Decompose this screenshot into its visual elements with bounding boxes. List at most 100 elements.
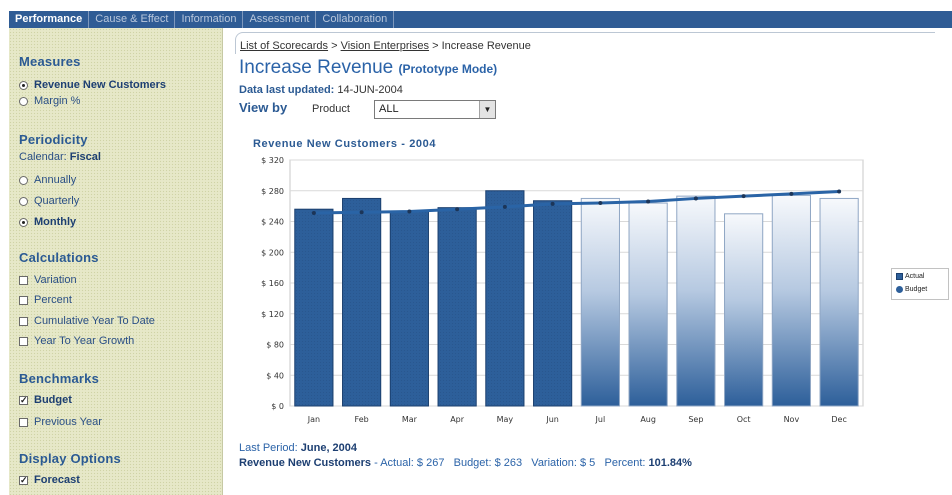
x-tick-label: Jan xyxy=(307,415,320,424)
measure-revenue-new-customers-option[interactable]: Revenue New Customers xyxy=(19,79,166,91)
x-tick-label: May xyxy=(497,415,514,424)
x-tick-label: Dec xyxy=(831,415,846,424)
measures-heading: Measures xyxy=(19,54,81,69)
bar-forecast xyxy=(580,197,620,407)
page-title-text: Increase Revenue xyxy=(239,57,394,78)
tab-information[interactable]: Information xyxy=(175,11,244,28)
tab-performance[interactable]: Performance xyxy=(9,11,90,28)
legend-swatch-budget xyxy=(896,286,903,293)
bar-actual-texture xyxy=(438,207,477,406)
summary-variation: Variation: $ 5 xyxy=(531,457,596,469)
calendar-label: Calendar: xyxy=(19,151,67,163)
periodicity-monthly-option[interactable]: Monthly xyxy=(19,216,76,228)
calc-year-to-year-growth-option[interactable]: Year To Year Growth xyxy=(19,335,134,347)
budget-point xyxy=(741,194,746,199)
y-tick-label: $ 200 xyxy=(261,248,284,257)
tab-collaboration[interactable]: Collaboration xyxy=(316,11,395,28)
radio-selected-icon[interactable] xyxy=(19,217,28,227)
bar-forecast xyxy=(628,202,668,407)
calc-cumulative-ytd-option[interactable]: Cumulative Year To Date xyxy=(19,315,155,327)
product-select[interactable]: ALL ▼ xyxy=(374,100,496,119)
chevron-down-icon[interactable]: ▼ xyxy=(479,101,495,118)
calendar-value: Fiscal xyxy=(69,151,101,163)
tab-cause-effect[interactable]: Cause & Effect xyxy=(89,11,176,28)
prototype-mode-label: (Prototype Mode) xyxy=(398,62,498,76)
checkbox-icon[interactable] xyxy=(19,336,28,346)
checkbox-icon[interactable] xyxy=(19,316,28,326)
periodicity-annually-option[interactable]: Annually xyxy=(19,174,76,186)
checkbox-icon[interactable] xyxy=(19,275,28,285)
summary-percent-label: Percent: xyxy=(604,457,646,469)
breadcrumb-separator: > xyxy=(328,40,341,52)
benchmark-budget-option[interactable]: ✓ Budget xyxy=(19,394,72,406)
checkbox-icon[interactable] xyxy=(19,295,28,305)
bar-forecast xyxy=(819,197,859,407)
bar-forecast xyxy=(771,194,811,407)
option-label: Revenue New Customers xyxy=(34,79,167,91)
chart-legend: Actual Budget xyxy=(891,268,949,300)
x-tick-label: Feb xyxy=(355,415,369,424)
radio-icon[interactable] xyxy=(19,96,28,106)
y-tick-label: $ 240 xyxy=(261,218,284,227)
top-tab-bar: Performance Cause & Effect Information A… xyxy=(0,0,952,28)
bar-actual-texture xyxy=(342,198,381,406)
y-tick-label: $ 280 xyxy=(261,187,284,196)
x-tick-label: Apr xyxy=(450,415,465,424)
budget-line xyxy=(313,190,840,215)
sidebar: Measures Revenue New Customers Margin % … xyxy=(9,28,223,495)
y-tick-label: $ 80 xyxy=(266,341,284,350)
tab-assessment[interactable]: Assessment xyxy=(243,11,317,28)
breadcrumb-link-vision-enterprises[interactable]: Vision Enterprises xyxy=(340,40,430,52)
checkbox-checked-icon[interactable]: ✓ xyxy=(19,474,28,485)
radio-selected-icon[interactable] xyxy=(19,80,28,90)
last-period: Last Period: June, 2004 xyxy=(239,442,357,454)
benchmark-previous-year-option[interactable]: Previous Year xyxy=(19,416,102,428)
view-by-label: View by xyxy=(239,100,288,115)
budget-point xyxy=(311,211,316,216)
benchmarks-heading: Benchmarks xyxy=(19,371,100,386)
updated-label: Data last updated: xyxy=(239,84,335,96)
periodicity-quarterly-option[interactable]: Quarterly xyxy=(19,195,79,207)
measure-summary: Revenue New Customers - Actual: $ 267 Bu… xyxy=(239,457,692,469)
option-label: Percent xyxy=(34,294,72,306)
calculations-heading: Calculations xyxy=(19,250,99,265)
option-label: Year To Year Growth xyxy=(34,335,135,347)
product-label: Product xyxy=(312,103,350,115)
budget-point xyxy=(455,207,460,212)
option-label: Variation xyxy=(34,274,77,286)
bar-actual-texture xyxy=(390,211,429,406)
budget-point xyxy=(693,196,698,201)
checkbox-checked-icon[interactable]: ✓ xyxy=(19,394,28,405)
calc-variation-option[interactable]: Variation xyxy=(19,274,77,286)
budget-point xyxy=(789,191,794,196)
display-forecast-option[interactable]: ✓ Forecast xyxy=(19,474,80,486)
updated-value: 14-JUN-2004 xyxy=(337,84,403,96)
legend-label-actual: Actual xyxy=(905,273,925,280)
summary-percent-value: 101.84% xyxy=(648,457,692,469)
chart-title: Revenue New Customers - 2004 xyxy=(253,138,437,150)
budget-point xyxy=(502,204,507,209)
x-tick-label: Nov xyxy=(784,415,800,424)
x-tick-label: Sep xyxy=(688,415,703,424)
summary-budget: Budget: $ 263 xyxy=(453,457,523,469)
radio-icon[interactable] xyxy=(19,196,28,206)
x-tick-label: Aug xyxy=(640,415,656,424)
x-tick-label: Jul xyxy=(595,415,606,424)
bar-actual-texture xyxy=(533,200,572,406)
option-label: Forecast xyxy=(34,474,80,486)
last-period-value: June, 2004 xyxy=(300,442,358,454)
budget-point xyxy=(598,201,603,206)
breadcrumb-separator: > xyxy=(429,40,442,52)
calc-percent-option[interactable]: Percent xyxy=(19,294,72,306)
radio-icon[interactable] xyxy=(19,175,28,185)
checkbox-icon[interactable] xyxy=(19,417,28,427)
legend-swatch-actual xyxy=(896,273,903,280)
budget-point xyxy=(550,201,555,206)
bar-forecast xyxy=(724,213,764,407)
budget-point xyxy=(646,199,651,204)
option-label: Monthly xyxy=(34,216,77,228)
calendar-line: Calendar: Fiscal xyxy=(19,151,101,163)
breadcrumb-link-scorecards[interactable]: List of Scorecards xyxy=(240,40,329,52)
option-label: Quarterly xyxy=(34,195,80,207)
measure-margin-option[interactable]: Margin % xyxy=(19,95,80,107)
